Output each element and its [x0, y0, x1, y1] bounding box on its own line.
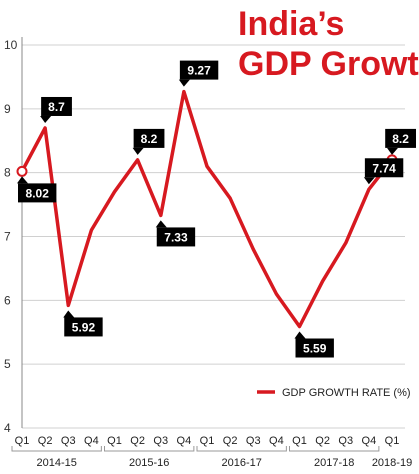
x-tick-label: Q1 [107, 435, 122, 447]
data-label-text: 9.27 [187, 64, 211, 78]
data-label-box [385, 128, 416, 148]
x-tick-label: Q1 [292, 435, 307, 447]
data-label-text: 5.92 [72, 320, 96, 334]
data-label: 5.92 [63, 310, 103, 337]
data-label: 8.2 [385, 128, 416, 155]
fiscal-year-bracket [289, 446, 380, 452]
y-tick-label: 4 [4, 421, 11, 435]
x-tick-label: Q1 [15, 435, 30, 447]
y-tick-label: 6 [4, 293, 11, 307]
data-label-text: 8.02 [26, 186, 50, 200]
data-label-pointer [178, 79, 190, 87]
y-tick-label: 5 [4, 357, 11, 371]
data-label: 8.2 [132, 128, 165, 155]
legend: GDP GROWTH RATE (%) [257, 387, 411, 399]
data-label-text: 7.74 [372, 161, 396, 175]
fiscal-year-bracket [11, 446, 102, 452]
y-tick-label: 9 [4, 102, 11, 116]
fiscal-year-label: 2016-17 [222, 457, 262, 469]
data-label-box [64, 317, 103, 337]
data-label-pointer [40, 115, 52, 123]
data-label-box [41, 96, 72, 116]
data-label-text: 8.2 [141, 132, 158, 146]
data-label-box [156, 227, 196, 247]
data-label: 9.27 [178, 60, 219, 87]
fiscal-year-label: 2017-18 [314, 457, 354, 469]
x-tick-label: Q3 [61, 435, 76, 447]
y-axis: 4 5 6 7 8 9 10 [4, 37, 23, 435]
data-label-pointer [387, 147, 398, 155]
x-tick-label: Q2 [38, 435, 53, 447]
chart-title-line2: GDP Growth [238, 45, 419, 83]
data-label-text: 8.2 [392, 132, 409, 146]
data-label-box [18, 183, 57, 203]
y-tick-label: 8 [4, 166, 11, 180]
data-label-text: 8.7 [48, 100, 65, 114]
legend-label: GDP GROWTH RATE (%) [282, 387, 411, 399]
data-label-box [295, 338, 334, 358]
x-tick-label: Q4 [362, 435, 377, 447]
x-tick-label: Q2 [130, 435, 145, 447]
x-tick-label: Q1 [385, 435, 400, 447]
x-tick-label: Q4 [269, 435, 284, 447]
data-label-pointer [17, 176, 28, 184]
data-label-box [364, 158, 404, 178]
series-line-layer [20, 89, 394, 329]
chart-title-line1: India’s [238, 5, 344, 43]
fiscal-year-bracket [196, 446, 287, 452]
data-label-pointer [63, 310, 75, 318]
data-label-layer: 8.02 8.7 5.92 8.2 7.33 9.27 5.59 7.74 8.2 [17, 60, 416, 358]
x-tick-label: Q2 [223, 435, 238, 447]
x-tick-label: Q3 [246, 435, 261, 447]
x-axis: Q1 Q2 Q3 Q4 Q1 Q2 Q3 Q4 Q1 Q2 Q3 Q4 Q1 Q2 Q3 Q4 Q1 2014-1… [11, 435, 412, 469]
data-label-pointer [294, 331, 306, 339]
data-label: 7.74 [363, 158, 404, 185]
x-tick-label: Q4 [84, 435, 99, 447]
x-tick-label: Q3 [338, 435, 353, 447]
data-label-box [179, 60, 219, 80]
x-tick-label: Q1 [200, 435, 215, 447]
data-label: 7.33 [155, 220, 196, 247]
x-tick-label: Q2 [315, 435, 330, 447]
data-point-marker [16, 165, 28, 177]
fiscal-year-label: 2015-16 [129, 457, 169, 469]
x-tick-label: Q4 [177, 435, 192, 447]
y-tick-label: 7 [4, 230, 11, 244]
data-label: 5.59 [294, 331, 334, 358]
data-label-text: 7.33 [164, 230, 188, 244]
data-label-text: 5.59 [303, 342, 327, 356]
data-label-pointer [132, 147, 144, 155]
data-label-pointer [155, 220, 167, 228]
series-line [20, 89, 394, 329]
fiscal-year-label: 2018-19 [372, 457, 412, 469]
data-label-box [133, 128, 165, 148]
data-label: 8.02 [17, 176, 57, 203]
y-tick-label: 10 [4, 38, 18, 52]
data-label-pointer [363, 177, 375, 185]
data-label: 8.7 [40, 96, 72, 123]
x-tick-label: Q3 [153, 435, 168, 447]
fiscal-year-label: 2014-15 [37, 457, 77, 469]
fiscal-year-bracket [104, 446, 195, 452]
